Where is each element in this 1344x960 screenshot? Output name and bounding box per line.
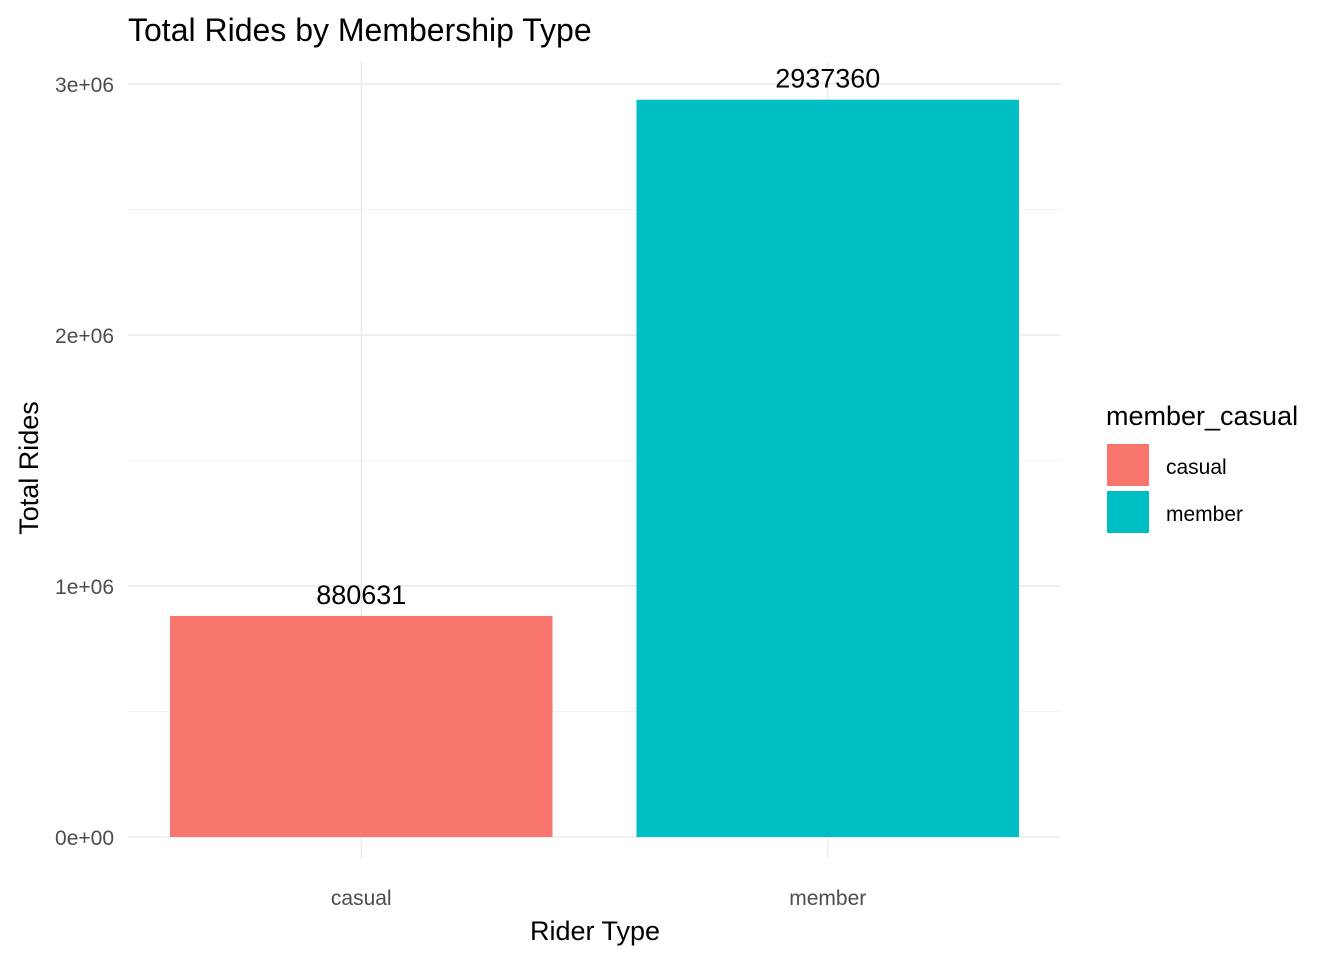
bar-casual xyxy=(169,615,553,837)
chart-title: Total Rides by Membership Type xyxy=(128,12,592,48)
bars xyxy=(169,99,1020,837)
legend-swatch-casual xyxy=(1107,444,1149,486)
x-axis-title: Rider Type xyxy=(530,916,660,946)
y-axis-title: Total Rides xyxy=(14,401,44,535)
legend-swatch-member xyxy=(1107,491,1149,533)
legend-title: member_casual xyxy=(1106,401,1298,431)
legend-label-casual: casual xyxy=(1166,456,1227,479)
y-tick-label: 2e+06 xyxy=(55,325,114,348)
legend: member_casual casual member xyxy=(1106,401,1298,533)
legend-label-member: member xyxy=(1166,503,1243,526)
legend-items: casual member xyxy=(1107,444,1243,533)
data-labels: 880631 2937360 xyxy=(316,64,880,610)
x-tick-label: member xyxy=(789,887,866,910)
y-axis-ticks: 0e+00 1e+06 2e+06 3e+06 xyxy=(55,74,114,850)
y-tick-label: 0e+00 xyxy=(55,827,114,850)
data-label-member: 2937360 xyxy=(775,64,880,94)
y-tick-label: 1e+06 xyxy=(55,576,114,599)
x-axis-ticks: casual member xyxy=(331,887,866,910)
y-tick-label: 3e+06 xyxy=(55,74,114,97)
x-tick-label: casual xyxy=(331,887,392,910)
data-label-casual: 880631 xyxy=(316,580,406,610)
bar-member xyxy=(636,99,1020,837)
